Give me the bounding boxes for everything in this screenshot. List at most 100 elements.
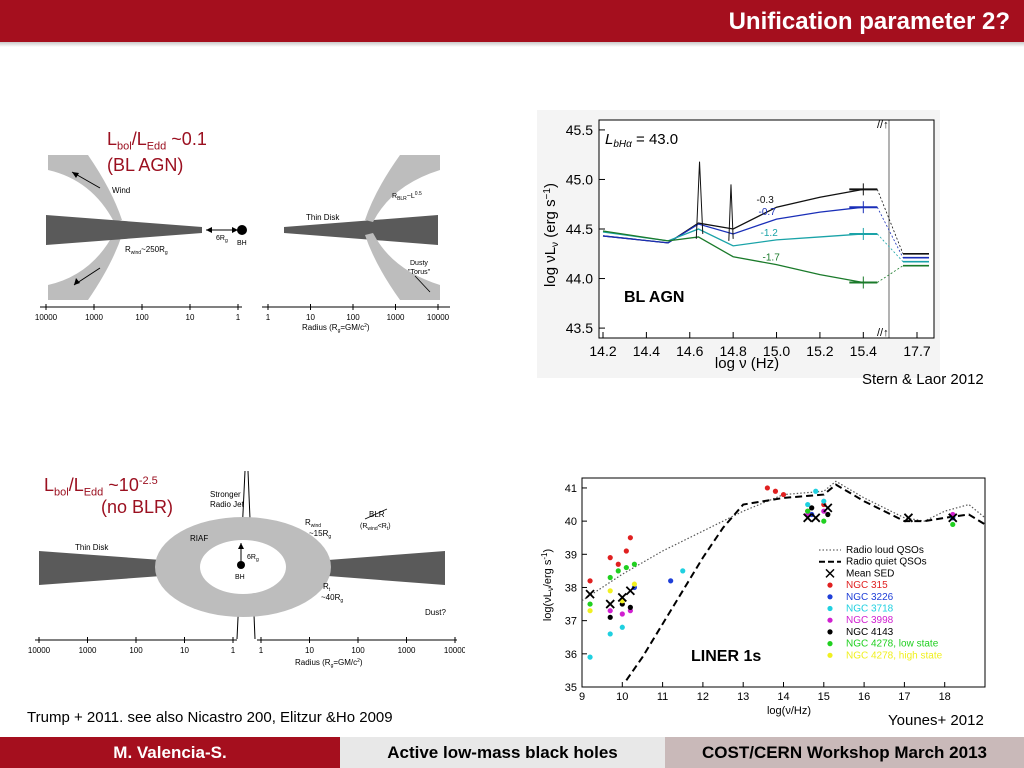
chart2-legend-label-8: NGC 4278, low state	[846, 639, 939, 650]
chart2-legend-dot-7	[827, 629, 833, 635]
footer-event: COST/CERN Workshop March 2013	[665, 737, 1024, 768]
bl-left-tick-label-0: 10000	[28, 646, 51, 655]
reference-text: Trump + 2011. see also Nicastro 200, Eli…	[27, 709, 393, 726]
chart2-point-2-1	[607, 631, 613, 637]
chart2-point-4-2	[627, 604, 633, 610]
riaf-label: RIAF	[190, 534, 208, 543]
footer-author: M. Valencia-S.	[0, 737, 340, 768]
chart1-xtick-label-5: 15.2	[806, 343, 833, 359]
tl-left-tick-label-0: 10000	[35, 313, 58, 322]
chart1-xtick-label-1: 14.4	[633, 343, 660, 359]
chart2-legend-label-7: NGC 4143	[846, 627, 894, 638]
chart2-legend-label-6: NGC 3998	[846, 615, 894, 626]
chart2-xtick-label-9: 18	[939, 691, 951, 703]
chart1-xlabel: log ν (Hz)	[715, 355, 779, 372]
tl-right-tick-label-1: 10	[306, 313, 315, 322]
dust-label: Dust?	[425, 608, 446, 617]
chart2-legend-label-1: Radio quiet QSOs	[846, 557, 927, 568]
slide-title: Unification parameter 2?	[728, 8, 1010, 35]
radio-jet-label: Radio Jet	[210, 500, 245, 509]
chart2-point-4-0	[607, 614, 613, 620]
bl-right-tick-label-3: 1000	[398, 646, 416, 655]
rwind-label: Rwind~250Rg	[125, 245, 168, 256]
no-blr-ratio-label: Lbol/LEdd ~10-2.5	[44, 475, 158, 499]
chart2-point-5-6	[821, 518, 827, 524]
chart1-series-label-0: -0.3	[757, 195, 775, 206]
chart2-mean-sed-point-6	[823, 503, 833, 513]
chart2-ytick-label-0: 35	[565, 682, 577, 694]
wind-label: Wind	[112, 186, 130, 195]
chart2-ytick-label-1: 36	[565, 649, 577, 661]
title-bar	[0, 0, 1024, 42]
chart2-ytick-label-3: 38	[565, 582, 577, 594]
right-disk-bottom	[315, 551, 445, 585]
chart2-ytick-label-5: 40	[565, 516, 577, 528]
chart2-xtick-label-1: 10	[616, 691, 628, 703]
chart2-point-2-6	[821, 498, 827, 504]
chart1-series-label-2: -1.2	[761, 228, 779, 239]
chart2-xtick-label-5: 14	[777, 691, 789, 703]
left-axis-ticks: 10000 1000 100 10 1	[35, 304, 241, 322]
chart1-series-label-3: -1.7	[763, 253, 781, 264]
bh-label: BH	[237, 240, 247, 247]
chart2-mean-sed-point-2	[617, 592, 627, 603]
thin-disk-label-bottom: Thin Disk	[75, 543, 109, 552]
chart2-point-0-1	[607, 555, 613, 561]
chart2-point-4-3	[809, 505, 815, 511]
chart1-ytick-label-3: 45.0	[566, 171, 593, 187]
chart2-xtick-label-3: 12	[697, 691, 709, 703]
chart2-ytick-label-4: 39	[565, 549, 577, 561]
chart1-xtick-label-2: 14.6	[676, 343, 703, 359]
chart2-ytick-label-2: 37	[565, 616, 577, 628]
stern-laor-credit: Stern & Laor 2012	[862, 371, 984, 388]
chart1-plot-area	[598, 119, 935, 339]
six-rg-label-bottom: 6Rg	[247, 554, 259, 563]
torus-label: "Torus"	[408, 269, 431, 276]
left-wind-lower	[48, 233, 122, 300]
title-bar-shadow	[0, 42, 1024, 47]
black-hole	[237, 225, 247, 235]
radius-axis-label: Radius (Rg=GM/c2)	[302, 323, 370, 334]
blr-condition: (Rwind<Rt)	[360, 523, 391, 532]
chart1-series-label-1: -0.7	[759, 207, 777, 218]
right-axis-ticks-bottom: 1 10 100 1000 10000	[259, 637, 465, 655]
bl-agn-diagram: Wind 6Rg BH Rwind~250Rg Thin Disk RBLR~L…	[35, 155, 450, 334]
chart2-point-0-2	[615, 561, 621, 567]
stronger-label: Stronger	[210, 490, 241, 499]
chart2-point-2-5	[813, 488, 819, 494]
chart2-mean-sed-point-1	[605, 599, 615, 609]
chart2-point-0-3	[623, 548, 629, 554]
chart2-ylabel: log(νLν/erg s-1)	[540, 549, 555, 621]
bl-right-tick-label-0: 1	[259, 646, 264, 655]
thin-disk-label-top: Thin Disk	[306, 213, 340, 222]
liner-diagram: Stronger Radio Jet Thin Disk RIAF 6Rg BH…	[28, 470, 465, 669]
rwind-label-bottom: Rwind	[305, 518, 321, 529]
chart2-xtick-label-7: 16	[858, 691, 870, 703]
chart2-legend-dot-8	[827, 641, 833, 647]
chart2-point-6-3	[631, 581, 637, 587]
chart2-point-0-5	[764, 485, 770, 491]
chart2-legend-label-9: NGC 4278, high state	[846, 650, 943, 661]
chart2-point-5-5	[805, 508, 811, 514]
chart2-legend-dot-5	[827, 605, 833, 612]
chart2-point-0-7	[780, 491, 787, 498]
chart2-point-2-0	[587, 654, 593, 660]
chart2-legend-dot-4	[827, 594, 833, 600]
left-wind-upper	[48, 155, 122, 222]
six-rg-label: 6Rg	[216, 235, 228, 244]
chart2-point-2-2	[619, 624, 625, 630]
younes-chart: 35 36 37 38 39 40 41 9 10 11 12 13 14 15 16 17 18 Radio…	[540, 477, 986, 717]
bl-left-tick-label-3: 10	[180, 646, 189, 655]
chart2-point-5-1	[607, 574, 613, 581]
chart2-point-2-3	[680, 568, 686, 574]
tl-left-tick-label-2: 100	[135, 313, 149, 322]
chart2-point-3-0	[607, 608, 613, 614]
bl-right-tick-label-2: 100	[351, 646, 365, 655]
tl-right-tick-label-0: 1	[266, 313, 271, 322]
chart2-point-3-1	[619, 611, 625, 617]
chart2-point-2-4	[805, 501, 811, 508]
chart2-legend-label-3: NGC 315	[846, 580, 888, 591]
chart1-xtick-label-7: 17.7	[903, 343, 930, 359]
rt-label: Rt	[323, 582, 331, 593]
